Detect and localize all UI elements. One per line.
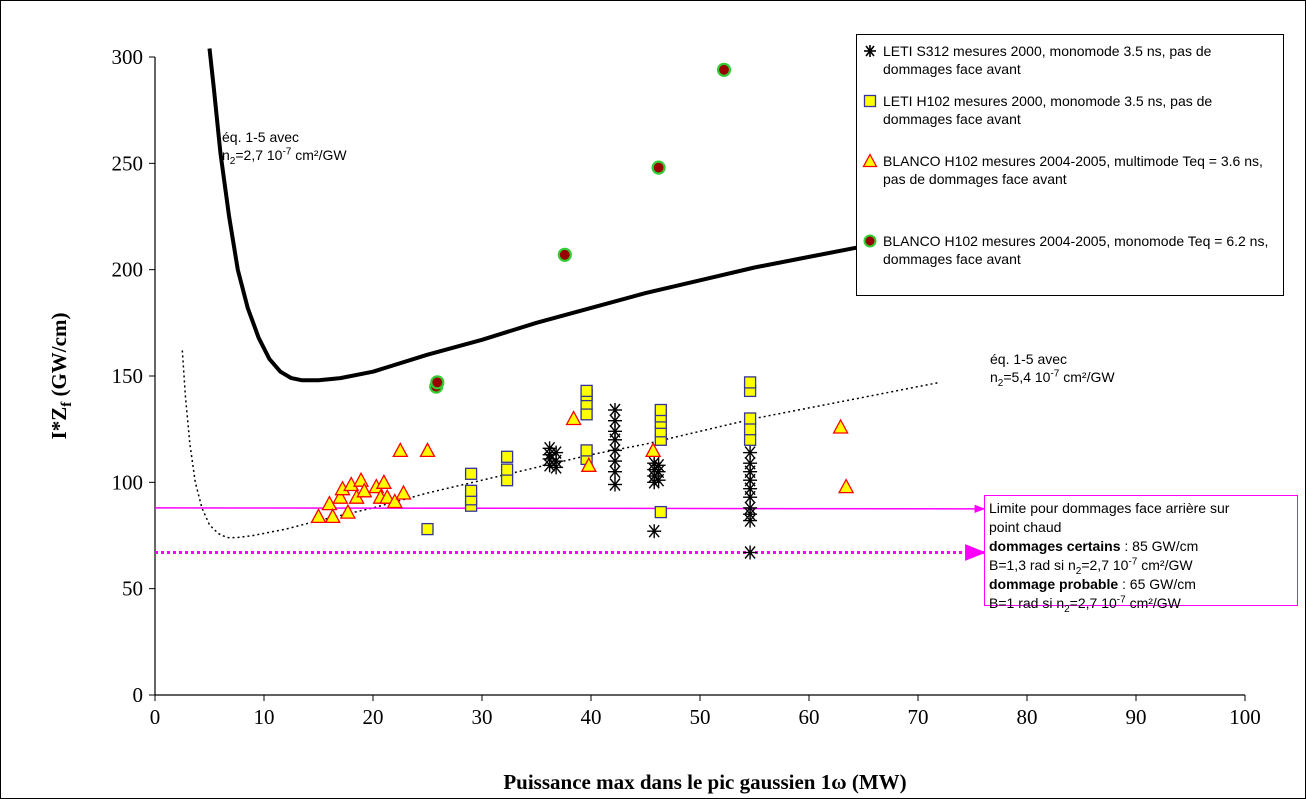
asterisk-point: [608, 424, 622, 439]
x-tick-label: 70: [908, 705, 929, 729]
circle-marker-icon: [863, 234, 877, 248]
limit-certain: dommages certains : 85 GW/cm: [989, 538, 1199, 554]
square-point: [654, 403, 667, 417]
circle-point: [557, 247, 572, 262]
asterisk-point: [647, 524, 662, 539]
x-tick-label: 20: [363, 705, 384, 729]
x-tick-label: 50: [690, 705, 711, 729]
x-tick-label: 0: [150, 705, 161, 729]
square-point: [580, 408, 593, 421]
x-tick-label: 90: [1126, 705, 1147, 729]
triangle-point: [332, 488, 349, 504]
limit-b2: B=1 rad si n2=2,7 10-7 cm²/GW: [989, 594, 1181, 615]
triangle-point: [375, 473, 392, 489]
circle-point: [716, 62, 732, 77]
circle-point: [430, 375, 445, 390]
legend-label: LETI H102 mesures 2000, monomode 3.5 ns,…: [883, 93, 1213, 127]
x-tick-label: 60: [799, 705, 820, 729]
x-tick-label: 100: [1229, 705, 1261, 729]
square-point: [500, 474, 514, 487]
limit-probable: dommage probable : 65 GW/cm: [989, 576, 1196, 592]
triangle-point: [395, 484, 412, 500]
square-point: [580, 384, 593, 398]
y-axis-label-subscript: f: [59, 401, 75, 407]
limit-line2: point chaud: [989, 519, 1062, 535]
limit-annotation-box: Limite pour dommages face arrière sur po…: [984, 495, 1298, 614]
data-points: [310, 62, 855, 560]
circle-point: [651, 160, 666, 175]
x-tick-label: 80: [1017, 705, 1038, 729]
model-curve-n2-2-7: [207, 48, 1006, 383]
triangle-point: [580, 456, 597, 472]
x-tick-label: 10: [254, 705, 275, 729]
legend-label: LETI S312 mesures 2000, monomode 3.5 ns,…: [883, 43, 1212, 77]
y-tick-label: 100: [112, 470, 144, 494]
limit-line1: Limite pour dommages face arrière sur: [989, 500, 1230, 516]
triangle-point: [352, 471, 370, 487]
triangle-point: [645, 442, 662, 458]
y-tick-label: 150: [112, 364, 144, 388]
square-point: [464, 467, 478, 480]
square-point: [743, 423, 757, 436]
square-point: [743, 376, 757, 389]
asterisk-point: [743, 445, 758, 460]
square-point: [743, 433, 757, 446]
triangle-point: [379, 488, 396, 504]
asterisk-point: [743, 545, 758, 560]
y-tick-label: 50: [122, 577, 143, 601]
legend-label: BLANCO H102 mesures 2004-2005, multimode…: [883, 153, 1263, 187]
asterisk-point: [651, 458, 666, 473]
curve-label-dotted-line1: éq. 1-5 avec: [990, 351, 1068, 367]
curve-label-solid-line1: éq. 1-5 avec: [222, 129, 300, 145]
curve-label-solid: éq. 1-5 avec n2=2,7 10-7 cm²/GW: [222, 128, 347, 167]
curve-label-solid-line2: n2=2,7 10-7 cm²/GW: [222, 146, 347, 167]
square-marker-icon: [863, 94, 877, 108]
triangle-point: [838, 478, 855, 494]
triangle-point: [310, 508, 327, 524]
legend-label: BLANCO H102 mesures 2004-2005, monomode …: [883, 233, 1269, 267]
asterisk-point: [549, 445, 564, 460]
square-point: [580, 444, 593, 457]
triangle-point: [386, 493, 403, 509]
square-point: [464, 484, 478, 497]
x-tick-label: 30: [472, 705, 493, 729]
x-axis-label: Puissance max dans le pic gaussien 1ω (M…: [503, 770, 906, 794]
triangle-point: [565, 410, 582, 426]
y-axis-label: I*Zf (GW/cm): [47, 313, 75, 440]
square-point: [500, 463, 514, 476]
x-tick-label: 40: [581, 705, 602, 729]
limit-lines: [154, 504, 987, 561]
limit-line-certain: [154, 504, 986, 514]
curve-label-dotted: éq. 1-5 avec n2=5,4 10-7 cm²/GW: [990, 350, 1115, 389]
legend: LETI S312 mesures 2000, monomode 3.5 ns,…: [856, 34, 1284, 296]
y-tick-label: 300: [112, 45, 144, 69]
asterisk-point: [608, 403, 622, 417]
triangle-point: [392, 442, 409, 458]
triangle-point: [324, 508, 341, 524]
triangle-point: [339, 503, 356, 519]
triangle-point: [419, 442, 436, 458]
curve-label-dotted-line2: n2=5,4 10-7 cm²/GW: [990, 368, 1115, 389]
square-point: [500, 450, 514, 463]
limit-b1: B=1,3 rad si n2=2,7 10-7 cm²/GW: [989, 556, 1193, 577]
y-tick-label: 200: [112, 258, 144, 282]
square-point: [654, 505, 667, 519]
y-tick-label: 250: [112, 151, 144, 175]
asterisk-point: [608, 477, 622, 492]
square-point: [743, 412, 757, 425]
asterisk-marker-icon: [864, 45, 876, 57]
axes: 0 10 20 30 40 50 60 70 80 90 100 0 50 100 150 200 250 300: [112, 45, 1261, 729]
triangle-marker-icon: [862, 153, 878, 168]
y-tick-label: 0: [133, 683, 144, 707]
triangle-point: [356, 482, 373, 498]
triangle-point: [832, 418, 849, 434]
square-point: [421, 522, 434, 536]
